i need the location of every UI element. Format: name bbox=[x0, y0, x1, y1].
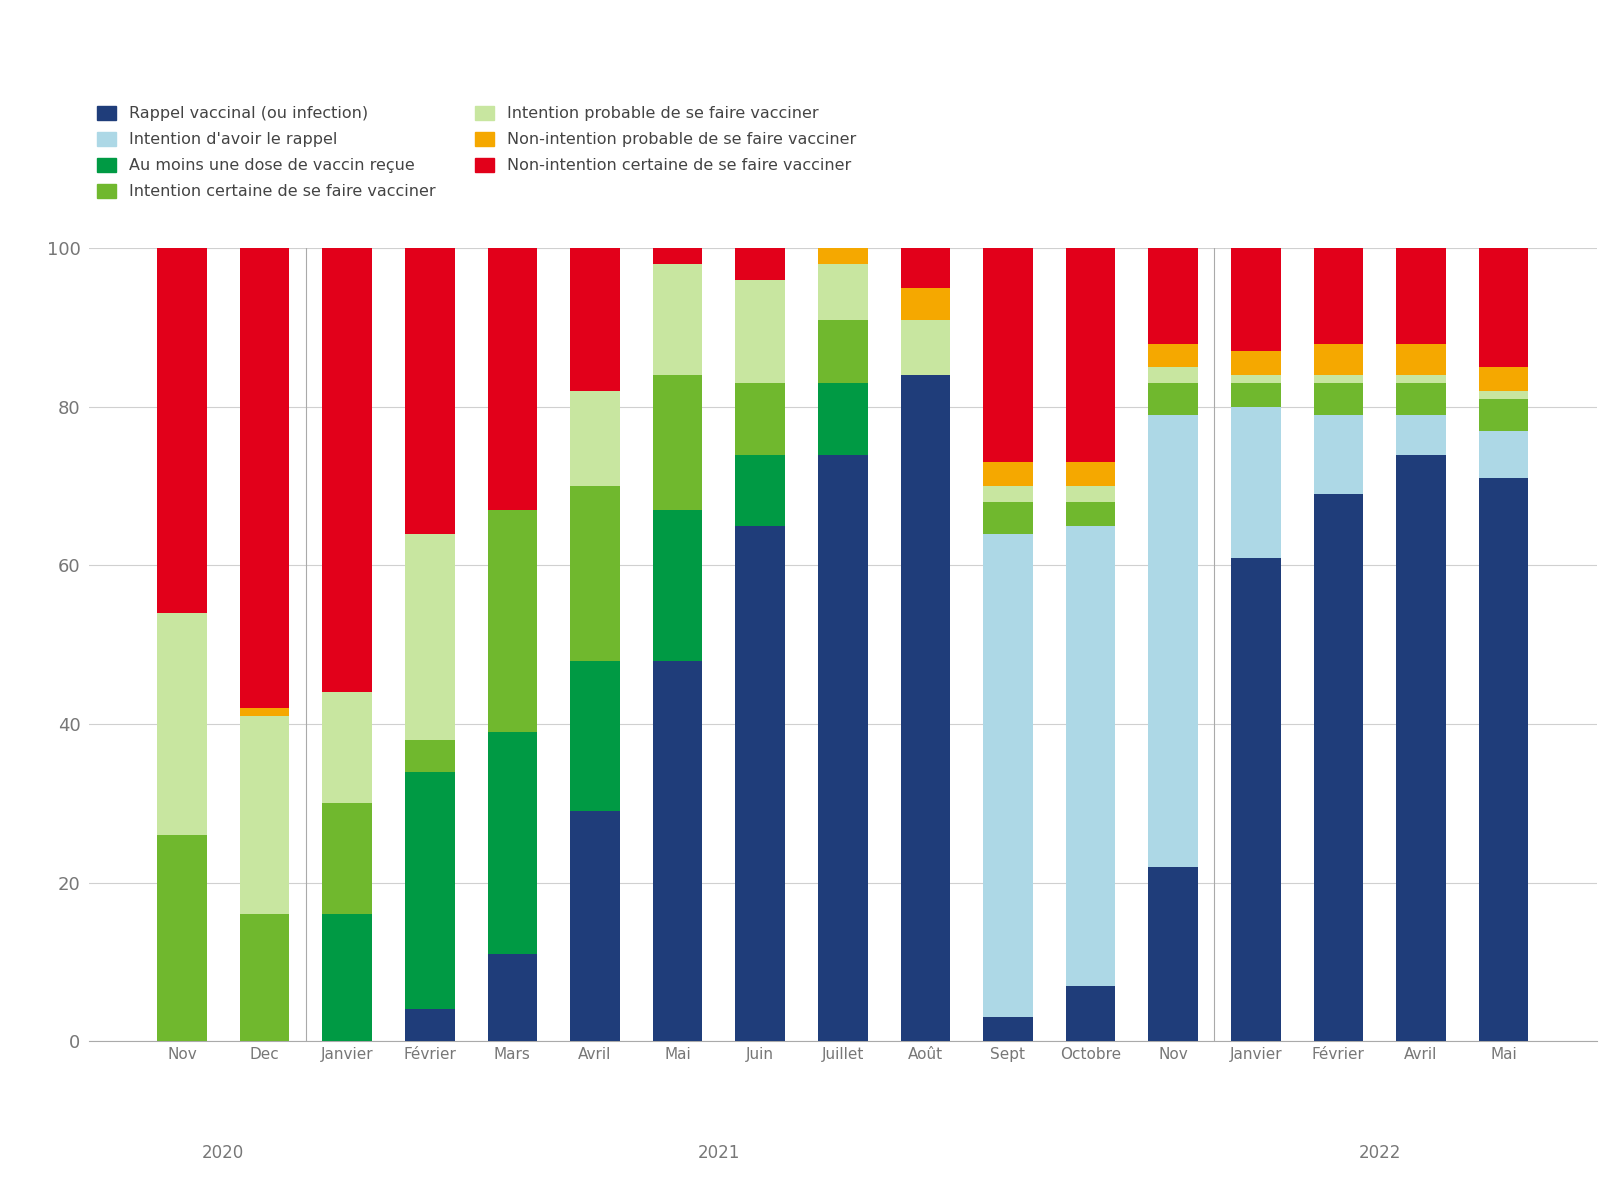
Bar bbox=[1066, 463, 1115, 486]
Bar bbox=[487, 510, 537, 732]
Bar bbox=[1479, 478, 1529, 1041]
Bar bbox=[240, 914, 289, 1041]
Bar bbox=[571, 392, 619, 486]
Bar bbox=[405, 771, 455, 1009]
Bar bbox=[900, 289, 950, 319]
Bar bbox=[1148, 415, 1198, 867]
Bar bbox=[1148, 248, 1198, 343]
Bar bbox=[818, 208, 868, 240]
Bar bbox=[323, 914, 373, 1041]
Bar bbox=[1066, 248, 1115, 463]
Bar bbox=[818, 264, 868, 319]
Bar bbox=[323, 803, 373, 914]
Bar bbox=[1397, 383, 1445, 415]
Bar bbox=[158, 835, 206, 1041]
Bar bbox=[1479, 248, 1529, 367]
Bar bbox=[900, 248, 950, 287]
Bar bbox=[818, 383, 868, 454]
Bar bbox=[1066, 486, 1115, 502]
Bar bbox=[1397, 375, 1445, 383]
Bar bbox=[240, 248, 289, 709]
Bar bbox=[1313, 494, 1363, 1041]
Bar bbox=[323, 248, 373, 692]
Bar bbox=[158, 248, 206, 613]
Bar bbox=[736, 383, 786, 454]
Bar bbox=[405, 1009, 455, 1041]
Bar bbox=[1066, 502, 1115, 525]
Bar bbox=[736, 525, 786, 1041]
Text: 2020: 2020 bbox=[202, 1144, 245, 1162]
Bar bbox=[818, 240, 868, 264]
Legend: Rappel vaccinal (ou infection), Intention d'avoir le rappel, Au moins une dose d: Rappel vaccinal (ou infection), Intentio… bbox=[97, 105, 857, 200]
Bar bbox=[1397, 343, 1445, 375]
Bar bbox=[1397, 248, 1445, 343]
Bar bbox=[240, 716, 289, 914]
Text: 2021: 2021 bbox=[698, 1144, 740, 1162]
Bar bbox=[1397, 415, 1445, 454]
Bar bbox=[653, 375, 702, 510]
Bar bbox=[653, 248, 702, 264]
Bar bbox=[1231, 383, 1281, 407]
Bar bbox=[984, 1017, 1032, 1041]
Bar bbox=[900, 319, 950, 375]
Bar bbox=[1231, 351, 1281, 375]
Bar bbox=[158, 613, 206, 835]
Bar bbox=[984, 486, 1032, 502]
Bar bbox=[1313, 343, 1363, 375]
Bar bbox=[1231, 248, 1281, 351]
Bar bbox=[1148, 343, 1198, 367]
Bar bbox=[487, 953, 537, 1041]
Bar bbox=[984, 534, 1032, 1017]
Bar bbox=[1148, 867, 1198, 1041]
Bar bbox=[323, 692, 373, 803]
Bar bbox=[736, 248, 786, 280]
Bar bbox=[571, 248, 619, 392]
Bar bbox=[1313, 383, 1363, 415]
Bar bbox=[240, 709, 289, 716]
Bar bbox=[1313, 415, 1363, 494]
Bar bbox=[1479, 367, 1529, 392]
Bar bbox=[1148, 367, 1198, 383]
Bar bbox=[1479, 431, 1529, 478]
Bar bbox=[1231, 375, 1281, 383]
Bar bbox=[1148, 383, 1198, 415]
Bar bbox=[405, 248, 455, 534]
Bar bbox=[736, 454, 786, 525]
Bar bbox=[900, 375, 950, 1041]
Bar bbox=[1313, 248, 1363, 343]
Bar bbox=[1313, 375, 1363, 383]
Bar bbox=[653, 510, 702, 660]
Bar bbox=[984, 502, 1032, 534]
Bar bbox=[1231, 557, 1281, 1041]
Text: 2022: 2022 bbox=[1358, 1144, 1400, 1162]
Bar bbox=[818, 454, 868, 1041]
Bar bbox=[1479, 392, 1529, 399]
Bar bbox=[1397, 454, 1445, 1041]
Bar bbox=[405, 534, 455, 739]
Bar bbox=[653, 264, 702, 375]
Bar bbox=[405, 739, 455, 771]
Bar bbox=[571, 812, 619, 1041]
Bar bbox=[487, 732, 537, 953]
Bar bbox=[1066, 985, 1115, 1041]
Bar bbox=[984, 463, 1032, 486]
Bar bbox=[984, 248, 1032, 463]
Bar bbox=[571, 486, 619, 660]
Bar bbox=[487, 248, 537, 510]
Bar bbox=[571, 660, 619, 812]
Bar bbox=[1231, 407, 1281, 557]
Bar bbox=[1479, 399, 1529, 431]
Bar bbox=[653, 660, 702, 1041]
Bar bbox=[736, 280, 786, 383]
Bar bbox=[818, 319, 868, 383]
Bar bbox=[1066, 525, 1115, 985]
